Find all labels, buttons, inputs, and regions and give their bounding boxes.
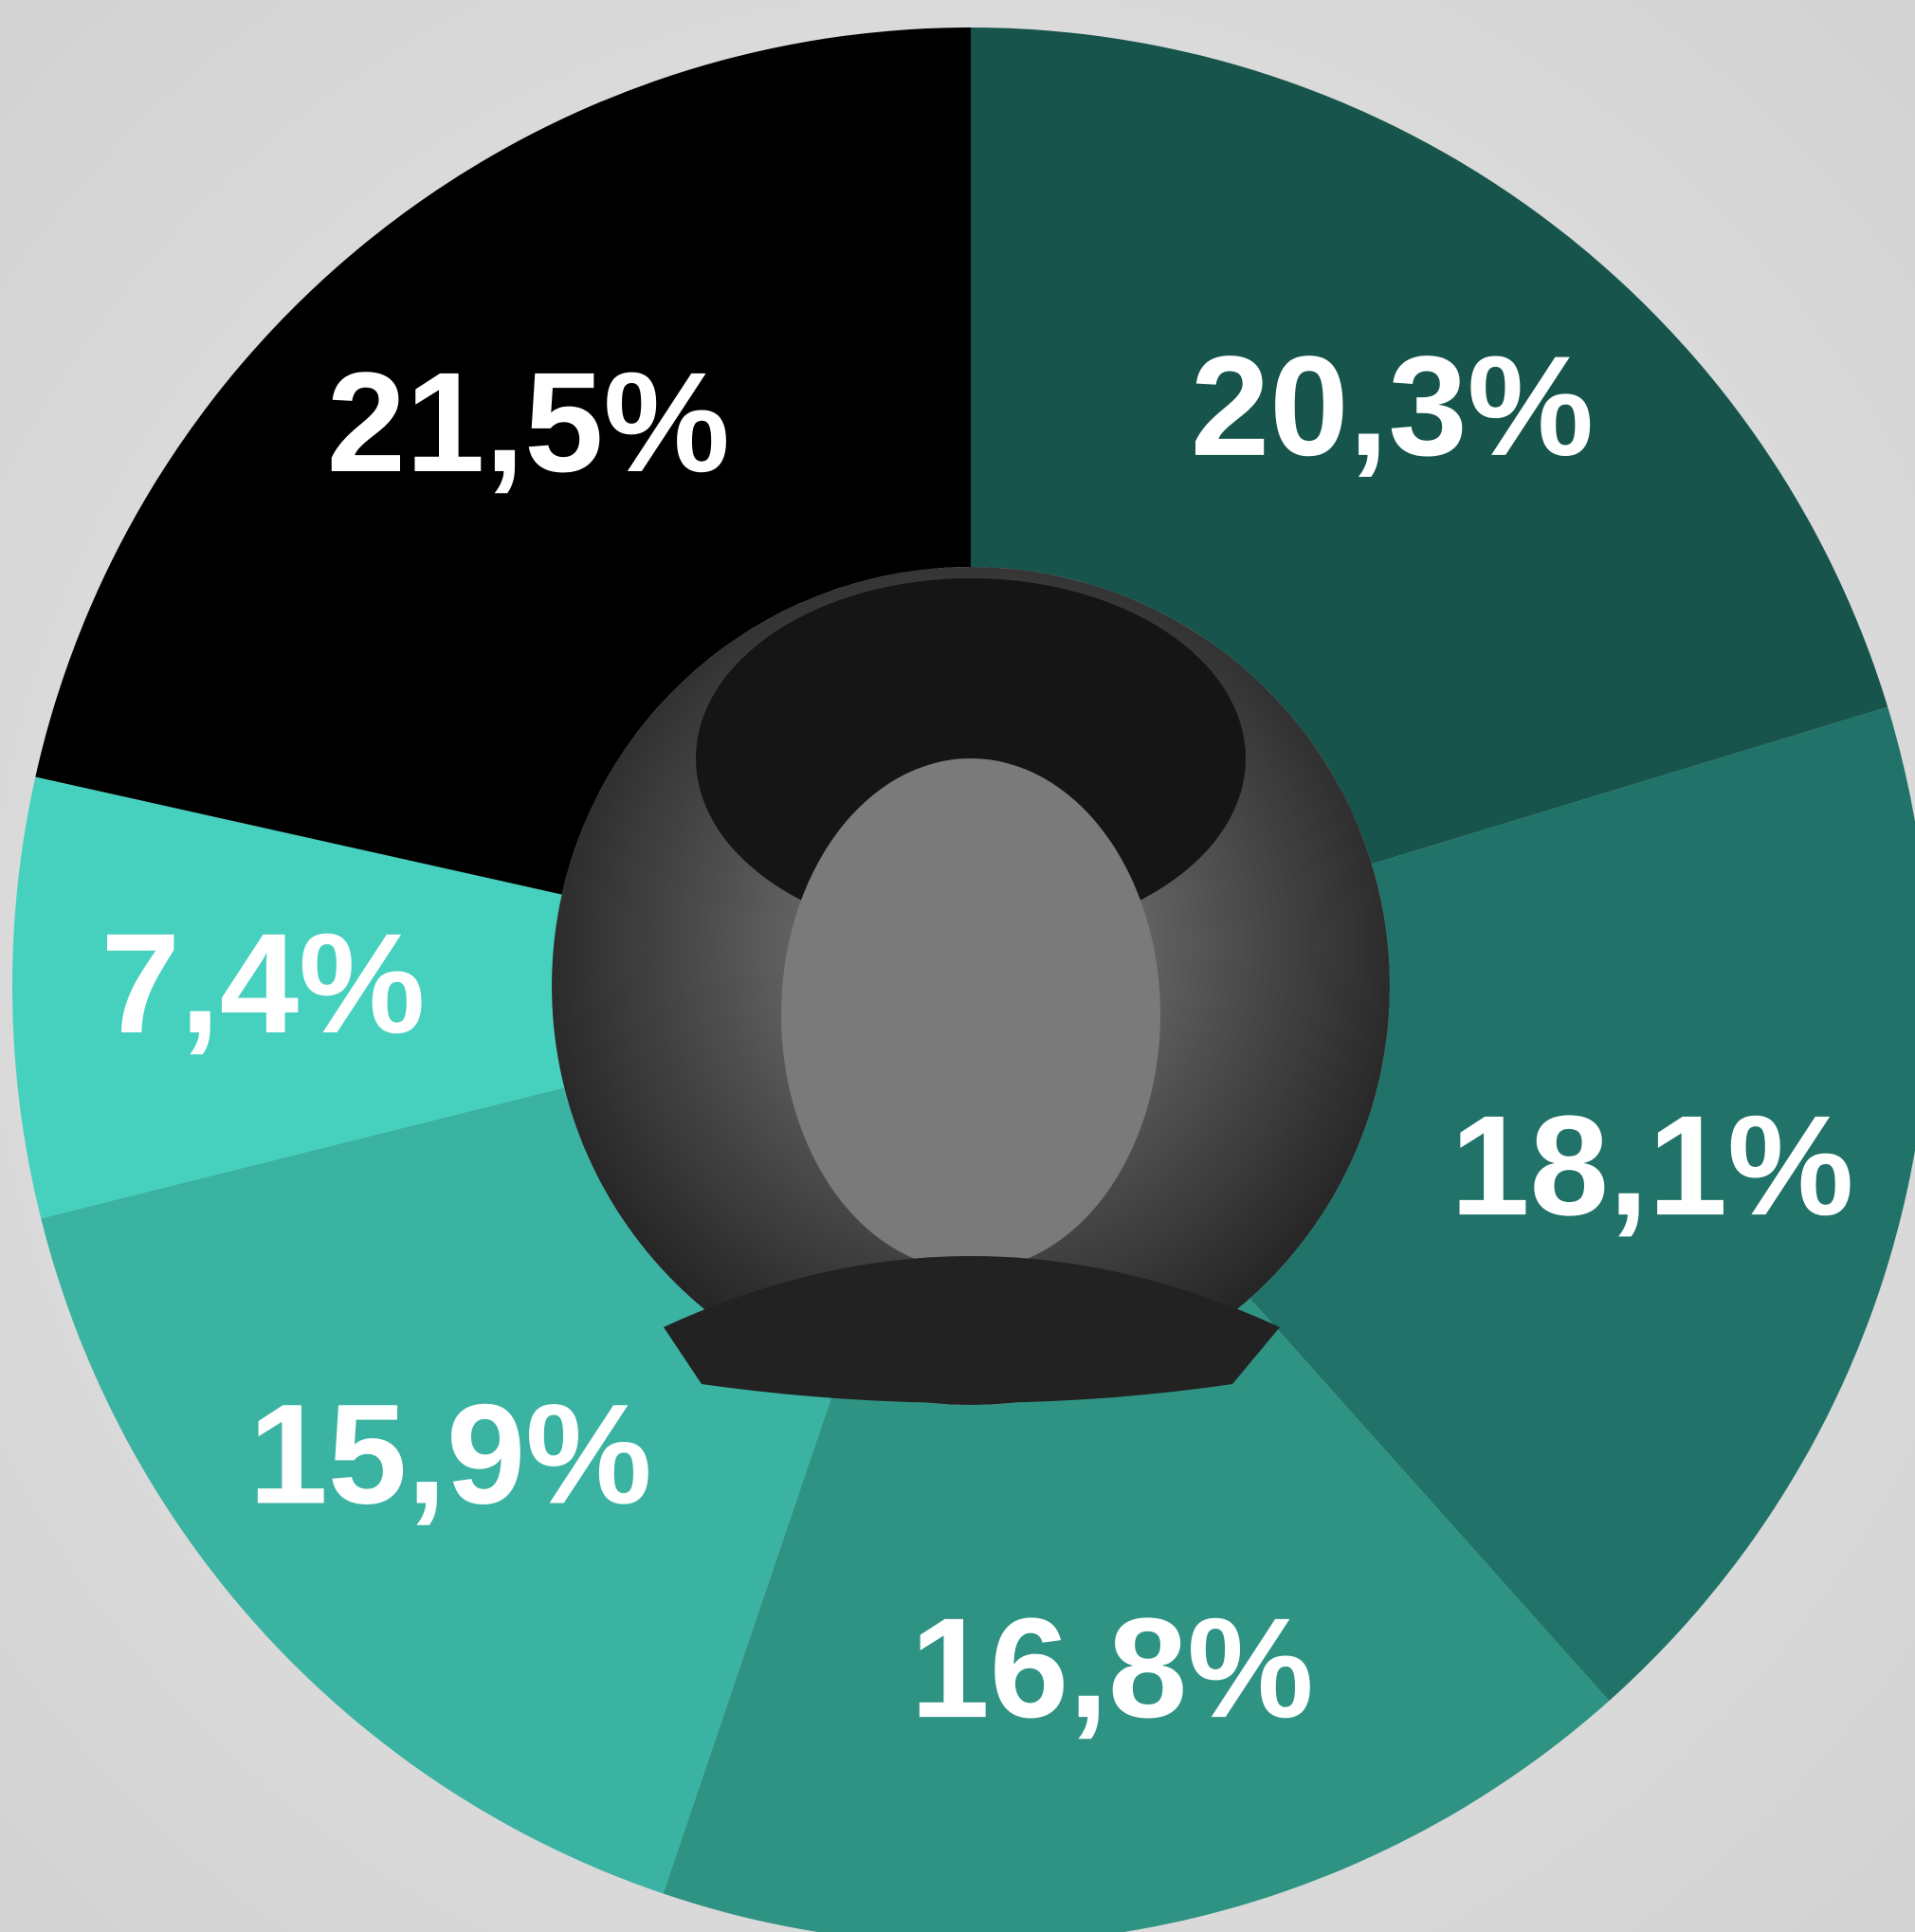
photo-face: [781, 758, 1160, 1270]
value-label: 15,9%: [248, 1374, 651, 1533]
donut: [11, 27, 1915, 1932]
value-label: 21,5%: [327, 342, 730, 501]
value-label: 7,4%: [101, 903, 426, 1063]
slice: [971, 27, 1888, 865]
value-label: 18,1%: [1450, 1085, 1853, 1245]
slice: [663, 1298, 1610, 1932]
labels: 20,3% 18,1% 16,8% 15,9% 7,4% 21,5%: [101, 326, 1854, 1747]
slice: [35, 27, 972, 895]
value-label: 20,3%: [1191, 326, 1594, 485]
slice: [11, 776, 565, 1219]
photo-suit: [664, 1256, 1280, 1403]
value-label: 16,8%: [910, 1588, 1313, 1747]
center-photo: [552, 567, 1390, 1405]
slice: [41, 1087, 837, 1894]
slice: [1249, 706, 1915, 1702]
